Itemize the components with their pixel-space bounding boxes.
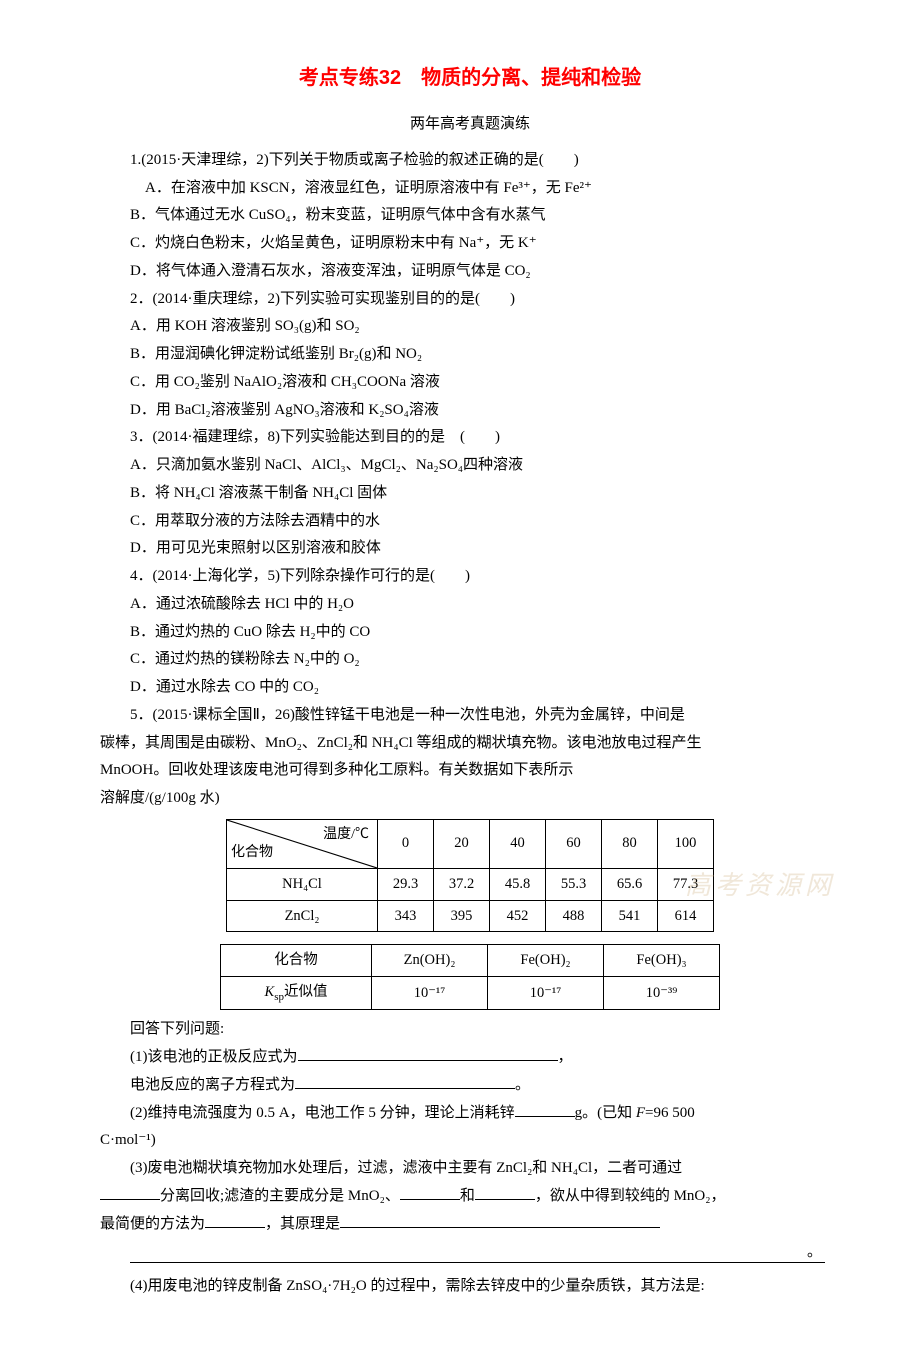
table1-cell: 37.2	[434, 868, 490, 900]
q5-part2-text-c: =96 500	[645, 1105, 695, 1121]
q5-part3c-text: 和	[460, 1188, 475, 1204]
q5-part2-line2: C·mol⁻¹)	[100, 1127, 840, 1155]
table1-temp-col: 20	[434, 819, 490, 868]
q4-option-a: A．通过浓硫酸除去 HCl 中的 H₂O	[100, 591, 840, 619]
q1-option-a: A．在溶液中加 KSCN，溶液显红色，证明原溶液中有 Fe³⁺，无 Fe²⁺	[100, 175, 840, 203]
q5-part1b-text: 电池反应的离子方程式为	[130, 1077, 295, 1093]
q2-option-d: D．用 BaCl₂溶液鉴别 AgNO₃溶液和 K₂SO₄溶液	[100, 397, 840, 425]
table1-cell: 29.3	[378, 868, 434, 900]
table1-header-diag: 温度/℃ 化合物	[227, 819, 378, 868]
q5-part1b: 电池反应的离子方程式为 。	[100, 1072, 840, 1100]
q2-option-b: B．用湿润碘化钾淀粉试纸鉴别 Br₂(g)和 NO₂	[100, 341, 840, 369]
ksp-table: 化合物Zn(OH)₂Fe(OH)₂Fe(OH)₃Ksp近似值10⁻¹⁷10⁻¹⁷…	[220, 944, 720, 1010]
table1-cell: 77.3	[658, 868, 714, 900]
table1-hdr-top: 温度/℃	[323, 822, 369, 848]
table1-temp-col: 40	[490, 819, 546, 868]
faraday-symbol: F	[636, 1105, 645, 1121]
table1-row-label: ZnCl₂	[227, 900, 378, 932]
q5-part1b-tail: 。	[515, 1077, 530, 1093]
q5-stem-line2: 碳棒，其周围是由碳粉、MnO₂、ZnCl₂和 NH₄Cl 等组成的糊状填充物。该…	[100, 730, 840, 758]
q4-option-c: C．通过灼热的镁粉除去 N₂中的 O₂	[100, 646, 840, 674]
q5-part1a: (1)该电池的正极反应式为 ，	[100, 1044, 840, 1072]
table2-header: Fe(OH)₃	[604, 945, 720, 977]
q5-part3f-text: ，其原理是	[265, 1216, 340, 1232]
table1-hdr-bot: 化合物	[231, 840, 273, 866]
table1-temp-col: 0	[378, 819, 434, 868]
q5-stem-line3: MnOOH。回收处理该废电池可得到多种化工原料。有关数据如下表所示	[100, 757, 840, 785]
blank-simple-method[interactable]	[205, 1212, 265, 1228]
q1-option-d: D．将气体通入澄清石灰水，溶液变浑浊，证明原气体是 CO₂	[100, 258, 840, 286]
table1-row-label: NH₄Cl	[227, 868, 378, 900]
table1-cell: 395	[434, 900, 490, 932]
table1-cell: 488	[546, 900, 602, 932]
q5-part2-text-b: g。(已知	[575, 1105, 636, 1121]
q2-option-c: C．用 CO₂鉴别 NaAlO₂溶液和 CH₃COONa 溶液	[100, 369, 840, 397]
q3-option-b: B．将 NH₄Cl 溶液蒸干制备 NH₄Cl 固体	[100, 480, 840, 508]
page-title: 考点专练32 物质的分离、提纯和检验	[100, 60, 840, 97]
q5-part4: (4)用废电池的锌皮制备 ZnSO₄·7H₂O 的过程中，需除去锌皮中的少量杂质…	[100, 1273, 840, 1301]
q5-part3b-text: 分离回收;滤渣的主要成分是 MnO₂、	[160, 1188, 400, 1204]
table2-header: 化合物	[221, 945, 372, 977]
table1-temp-col: 60	[546, 819, 602, 868]
q5-part3-line3: 最简便的方法为 ，其原理是	[100, 1211, 840, 1239]
q3-option-d: D．用可见光束照射以区别溶液和胶体	[100, 535, 840, 563]
solubility-table: 温度/℃ 化合物 020406080100 NH₄Cl29.337.245.855.3…	[226, 819, 714, 933]
table1-temp-col: 100	[658, 819, 714, 868]
q5-part1a-text: (1)该电池的正极反应式为	[130, 1049, 298, 1065]
table2-row-label: Ksp近似值	[221, 977, 372, 1010]
blank-principle[interactable]	[340, 1212, 660, 1228]
q5-part3-line2: 分离回收;滤渣的主要成分是 MnO₂、 和 ，欲从中得到较纯的 MnO₂，	[100, 1183, 840, 1211]
blank-separation-method[interactable]	[100, 1184, 160, 1200]
q2-stem: 2．(2014·重庆理综，2)下列实验可实现鉴别目的的是( )	[100, 286, 840, 314]
table2-cell: 10⁻³⁹	[604, 977, 720, 1010]
q4-option-b: B．通过灼热的 CuO 除去 H₂中的 CO	[100, 619, 840, 647]
table1-cell: 541	[602, 900, 658, 932]
table2-header: Fe(OH)₂	[488, 945, 604, 977]
table1-cell: 55.3	[546, 868, 602, 900]
answer-heading: 回答下列问题:	[100, 1016, 840, 1044]
q5-stem-line1: 5．(2015·课标全国Ⅱ，26)酸性锌锰干电池是一种一次性电池，外壳为金属锌，…	[100, 702, 840, 730]
table1-cell: 452	[490, 900, 546, 932]
table1-cell: 65.6	[602, 868, 658, 900]
q4-option-d: D．通过水除去 CO 中的 CO₂	[100, 674, 840, 702]
q1-stem: 1.(2015·天津理综，2)下列关于物质或离子检验的叙述正确的是( )	[100, 147, 840, 175]
q5-part3-line1: (3)废电池糊状填充物加水处理后，过滤，滤液中主要有 ZnCl₂和 NH₄Cl，…	[100, 1155, 840, 1183]
q5-part2: (2)维持电流强度为 0.5 A，电池工作 5 分钟，理论上消耗锌 g。(已知 F…	[100, 1100, 840, 1128]
q5-part3d-text: ，欲从中得到较纯的 MnO₂，	[535, 1188, 726, 1204]
blank-residue2[interactable]	[475, 1184, 535, 1200]
table2-header: Zn(OH)₂	[372, 945, 488, 977]
q3-option-c: C．用萃取分液的方法除去酒精中的水	[100, 508, 840, 536]
solubility-label: 溶解度/(g/100g 水)	[100, 785, 840, 813]
table1-cell: 614	[658, 900, 714, 932]
q4-stem: 4．(2014·上海化学，5)下列除杂操作可行的是( )	[100, 563, 840, 591]
q5-part3e-text: 最简便的方法为	[100, 1216, 205, 1232]
table2-cell: 10⁻¹⁷	[488, 977, 604, 1010]
q5-part2-text-a: (2)维持电流强度为 0.5 A，电池工作 5 分钟，理论上消耗锌	[130, 1105, 515, 1121]
q2-option-a: A．用 KOH 溶液鉴别 SO₃(g)和 SO₂	[100, 313, 840, 341]
q5-part1a-tail: ，	[558, 1049, 573, 1065]
q3-stem: 3．(2014·福建理综，8)下列实验能达到目的的是 ( )	[100, 424, 840, 452]
blank-residue1[interactable]	[400, 1184, 460, 1200]
table1-cell: 45.8	[490, 868, 546, 900]
blank-ionic-eq[interactable]	[295, 1073, 515, 1089]
q1-option-b: B．气体通过无水 CuSO₄，粉末变蓝，证明原气体中含有水蒸气	[100, 202, 840, 230]
table2-cell: 10⁻¹⁷	[372, 977, 488, 1010]
q3-option-a: A．只滴加氨水鉴别 NaCl、AlCl₃、MgCl₂、Na₂SO₄四种溶液	[100, 452, 840, 480]
blank-cathode-eq[interactable]	[298, 1045, 558, 1061]
q5-part3-tail: 。	[100, 1239, 822, 1267]
blank-zinc-mass[interactable]	[515, 1101, 575, 1117]
page-subtitle: 两年高考真题演练	[100, 111, 840, 139]
q1-option-c: C．灼烧白色粉末，火焰呈黄色，证明原粉末中有 Na⁺，无 K⁺	[100, 230, 840, 258]
table1-temp-col: 80	[602, 819, 658, 868]
table1-cell: 343	[378, 900, 434, 932]
